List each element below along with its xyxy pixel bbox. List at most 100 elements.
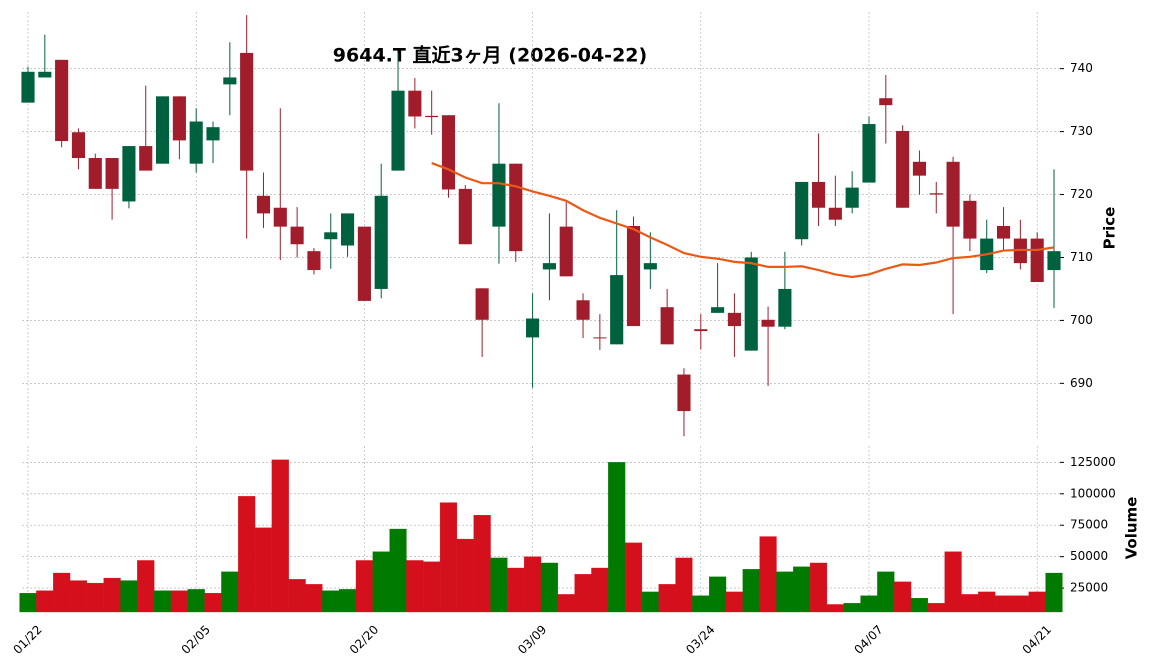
volume-bar (187, 589, 205, 613)
volume-bar (339, 589, 357, 613)
candle-body (946, 161, 960, 227)
y-tick-label: 50000 (1070, 549, 1108, 563)
volume-bar (271, 459, 289, 613)
candle-body (559, 226, 573, 277)
candle-body (55, 59, 69, 142)
volume-bar (591, 567, 609, 613)
volume-bar (456, 538, 474, 613)
candle-body (896, 130, 910, 208)
candle-body (643, 263, 657, 270)
candle-body (240, 52, 254, 171)
volume-bar (877, 571, 895, 613)
candle-body (778, 288, 792, 327)
candle-body (341, 213, 355, 246)
y-tick-label: 75000 (1070, 518, 1108, 532)
candle-body (357, 226, 371, 301)
volume-bar (254, 527, 273, 613)
volume-bar (1045, 572, 1063, 613)
candle-body (206, 127, 220, 141)
candle-body (660, 307, 674, 345)
candle-body (727, 312, 741, 327)
volume-bar (473, 515, 491, 613)
y-tick-label: 720 (1070, 187, 1093, 201)
candle-body (273, 207, 287, 227)
x-tick-label: 04/07 (851, 622, 885, 656)
candle-body (1047, 251, 1061, 271)
volume-bar (36, 590, 54, 613)
candle-body (761, 319, 775, 327)
candle-body (610, 275, 624, 345)
y-tick-label: 100000 (1070, 486, 1116, 500)
volume-bar (372, 551, 390, 613)
volume-bar (355, 560, 373, 613)
candle-body (828, 207, 842, 220)
candle-body (492, 163, 506, 227)
volume-bar (944, 551, 962, 613)
volume-bar (406, 560, 424, 613)
volume-bar (826, 604, 844, 613)
volume-bar (793, 566, 811, 613)
volume-bar (994, 595, 1013, 613)
volume-bar (389, 528, 407, 613)
y-tick-label: 740 (1070, 61, 1093, 75)
candle-body (996, 226, 1011, 239)
candle-body (374, 195, 388, 289)
volume-bar (557, 594, 575, 613)
candle-body (391, 90, 405, 171)
volume-bar (137, 560, 155, 613)
candle-body (542, 263, 556, 270)
volume-bar (103, 577, 121, 613)
volume-bar (53, 572, 71, 613)
volume-bar (894, 581, 912, 613)
y-tick-label: 690 (1070, 376, 1093, 390)
candle-body (593, 337, 607, 339)
moving-average-line (431, 162, 1055, 279)
candle-body (811, 181, 826, 208)
candle-body (172, 96, 186, 141)
volume-bar (675, 557, 693, 613)
candle-body (408, 90, 422, 117)
candle-body (307, 251, 321, 271)
y-tick-label: 25000 (1070, 581, 1108, 595)
candle-body (475, 288, 489, 320)
volume-bar (978, 591, 996, 613)
volume-bar (692, 595, 710, 613)
volume-bar (19, 592, 37, 613)
x-tick-label: 03/09 (515, 622, 549, 656)
volume-bar (490, 557, 508, 613)
candle-body (845, 187, 859, 208)
volume-bar (624, 542, 643, 613)
candle-body (38, 71, 52, 78)
y-tick-label: 700 (1070, 313, 1093, 327)
volume-bar (658, 584, 676, 613)
candle-body (576, 300, 590, 320)
volume-bar (641, 591, 659, 613)
volume-bar (910, 598, 929, 613)
volume-bar (524, 556, 542, 613)
volume-bar (540, 562, 558, 613)
y-tick-label: 710 (1070, 250, 1093, 264)
y-tick-label: 730 (1070, 124, 1093, 138)
volume-bar (961, 594, 979, 613)
x-tick-label: 04/21 (1020, 622, 1054, 656)
volume-bar (759, 536, 777, 613)
candle-body (694, 329, 708, 332)
candle-body (223, 77, 237, 85)
candle-body (105, 158, 119, 189)
candle-body (155, 96, 170, 164)
volume-bar (843, 603, 861, 613)
volume-bar (120, 580, 138, 613)
candle-body (963, 200, 977, 239)
candle-body (862, 124, 876, 183)
volume-bar (709, 576, 727, 613)
candle-body (441, 115, 456, 190)
volume-bar (742, 569, 760, 613)
candle-body (189, 121, 203, 164)
x-tick-label: 02/20 (347, 622, 381, 656)
volume-bar (1011, 595, 1029, 613)
candle-body (122, 146, 136, 202)
volume-bar (1028, 591, 1046, 613)
candle-body (458, 188, 472, 245)
candle-body (71, 132, 86, 159)
volume-bar (238, 496, 256, 613)
